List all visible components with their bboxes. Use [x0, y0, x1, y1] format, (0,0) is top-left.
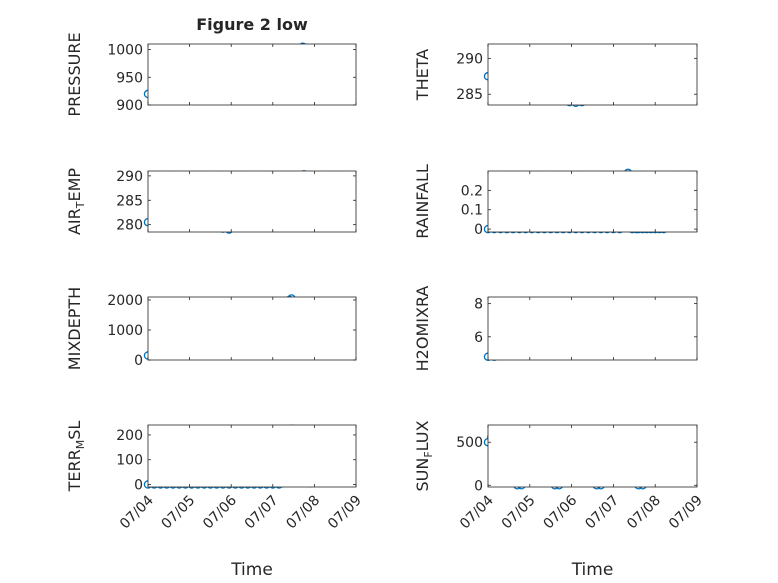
subplot-7-xtick-label: 07/04: [117, 492, 157, 532]
subplot-1-axes-frame: [147, 43, 357, 106]
subplot-7: 07/04 07/05 07/06 07/07 07/08 07/09 0 100 200 TER…: [65, 421, 365, 580]
subplot-8-ytick-label: 500: [456, 435, 483, 451]
subplot-6-ylabel: H2OMIXRA: [413, 286, 432, 372]
subplot-7-xtick-label: 07/06: [200, 492, 240, 532]
subplot-7-ytick-label: 200: [116, 428, 143, 444]
subplot-8-axes-frame: [487, 424, 698, 488]
subplot-2-ytick-label: 290: [456, 51, 483, 67]
subplot-7-axes-frame: [147, 424, 357, 488]
subplot-2-ylabel: THETA: [413, 49, 432, 101]
subplot-8-xtick-label: 07/07: [582, 493, 622, 533]
subplot-7-xtick-label: 07/07: [242, 493, 282, 533]
subplot-7-ytick-label: 100: [116, 453, 143, 469]
subplot-1-ytick-label: 900: [116, 98, 143, 114]
subplot-6-ytick-label: 6: [474, 330, 483, 346]
subplot-1: 900 950 1000 PRESSURE: [65, 32, 357, 117]
subplot-8-xtick-label: 07/09: [666, 493, 706, 533]
subplot-6-ytick-label: 8: [474, 297, 483, 313]
subplot-8-xtick-label: 07/04: [457, 492, 497, 532]
subplot-7-xtick-label: 07/08: [283, 493, 323, 533]
figure-title: Figure 2 low: [196, 15, 308, 34]
subplot-7-ytick-label: 0: [134, 478, 143, 494]
subplot-6: 6 8 H2OMIXRA: [413, 286, 698, 372]
subplot-3-ytick-label: 285: [116, 193, 143, 209]
subplot-5-ytick-label: 1000: [107, 323, 143, 339]
subplot-8-xtick-label: 07/08: [624, 493, 664, 533]
subplot-4-ytick-label: 0.2: [461, 183, 483, 199]
subplot-2-axes-frame: [487, 43, 698, 106]
subplot-4-ytick-label: 0: [474, 222, 483, 238]
subplot-8: 07/04 07/05 07/06 07/07 07/08 07/09 0 500 SUNFLU…: [413, 420, 706, 580]
subplot-1-ytick-label: 950: [116, 70, 143, 86]
subplot-6-axes-frame: [487, 296, 698, 361]
subplot-4-ylabel: RAINFALL: [413, 164, 432, 239]
subplot-8-ytick-label: 0: [474, 478, 483, 494]
subplot-3-axes-frame: [147, 170, 357, 233]
subplot-3-ytick-label: 280: [116, 218, 143, 234]
subplot-7-xlabel: Time: [230, 560, 273, 580]
subplot-1-ytick-label: 1000: [107, 43, 143, 59]
subplot-4-axes-frame: [487, 170, 698, 233]
subplot-4-ytick-label: 0.1: [461, 203, 483, 219]
subplot-7-xtick-label: 07/09: [325, 493, 365, 533]
subplot-3-ylabel: AIRTEMP: [65, 168, 87, 235]
subplot-8-xlabel: Time: [571, 560, 614, 580]
subplot-3: 280 285 290 AIRTEMP: [65, 168, 357, 235]
subplot-2-ytick-label: 285: [456, 87, 483, 103]
subplot-3-ytick-label: 290: [116, 169, 143, 185]
subplot-2: 285 290 THETA: [413, 43, 698, 108]
subplot-4: 0 0.1 0.2 RAINFALL: [413, 164, 698, 239]
subplot-8-ylabel: SUNFLUX: [413, 420, 435, 491]
subplot-8-xtick-label: 07/05: [499, 493, 539, 533]
subplot-5-ytick-label: 0: [134, 353, 143, 369]
subplot-5-ytick-label: 2000: [107, 293, 143, 309]
subplot-5-ylabel: MIXDEPTH: [65, 287, 84, 370]
subplot-5: 0 1000 2000 MIXDEPTH: [65, 287, 357, 370]
subplot-7-ylabel: TERRMSL: [65, 421, 87, 493]
subplot-7-xtick-label: 07/05: [159, 493, 199, 533]
subplot-8-xtick-label: 07/06: [541, 492, 581, 532]
subplot-1-ylabel: PRESSURE: [65, 32, 84, 116]
subplot-5-axes-frame: [147, 296, 357, 361]
